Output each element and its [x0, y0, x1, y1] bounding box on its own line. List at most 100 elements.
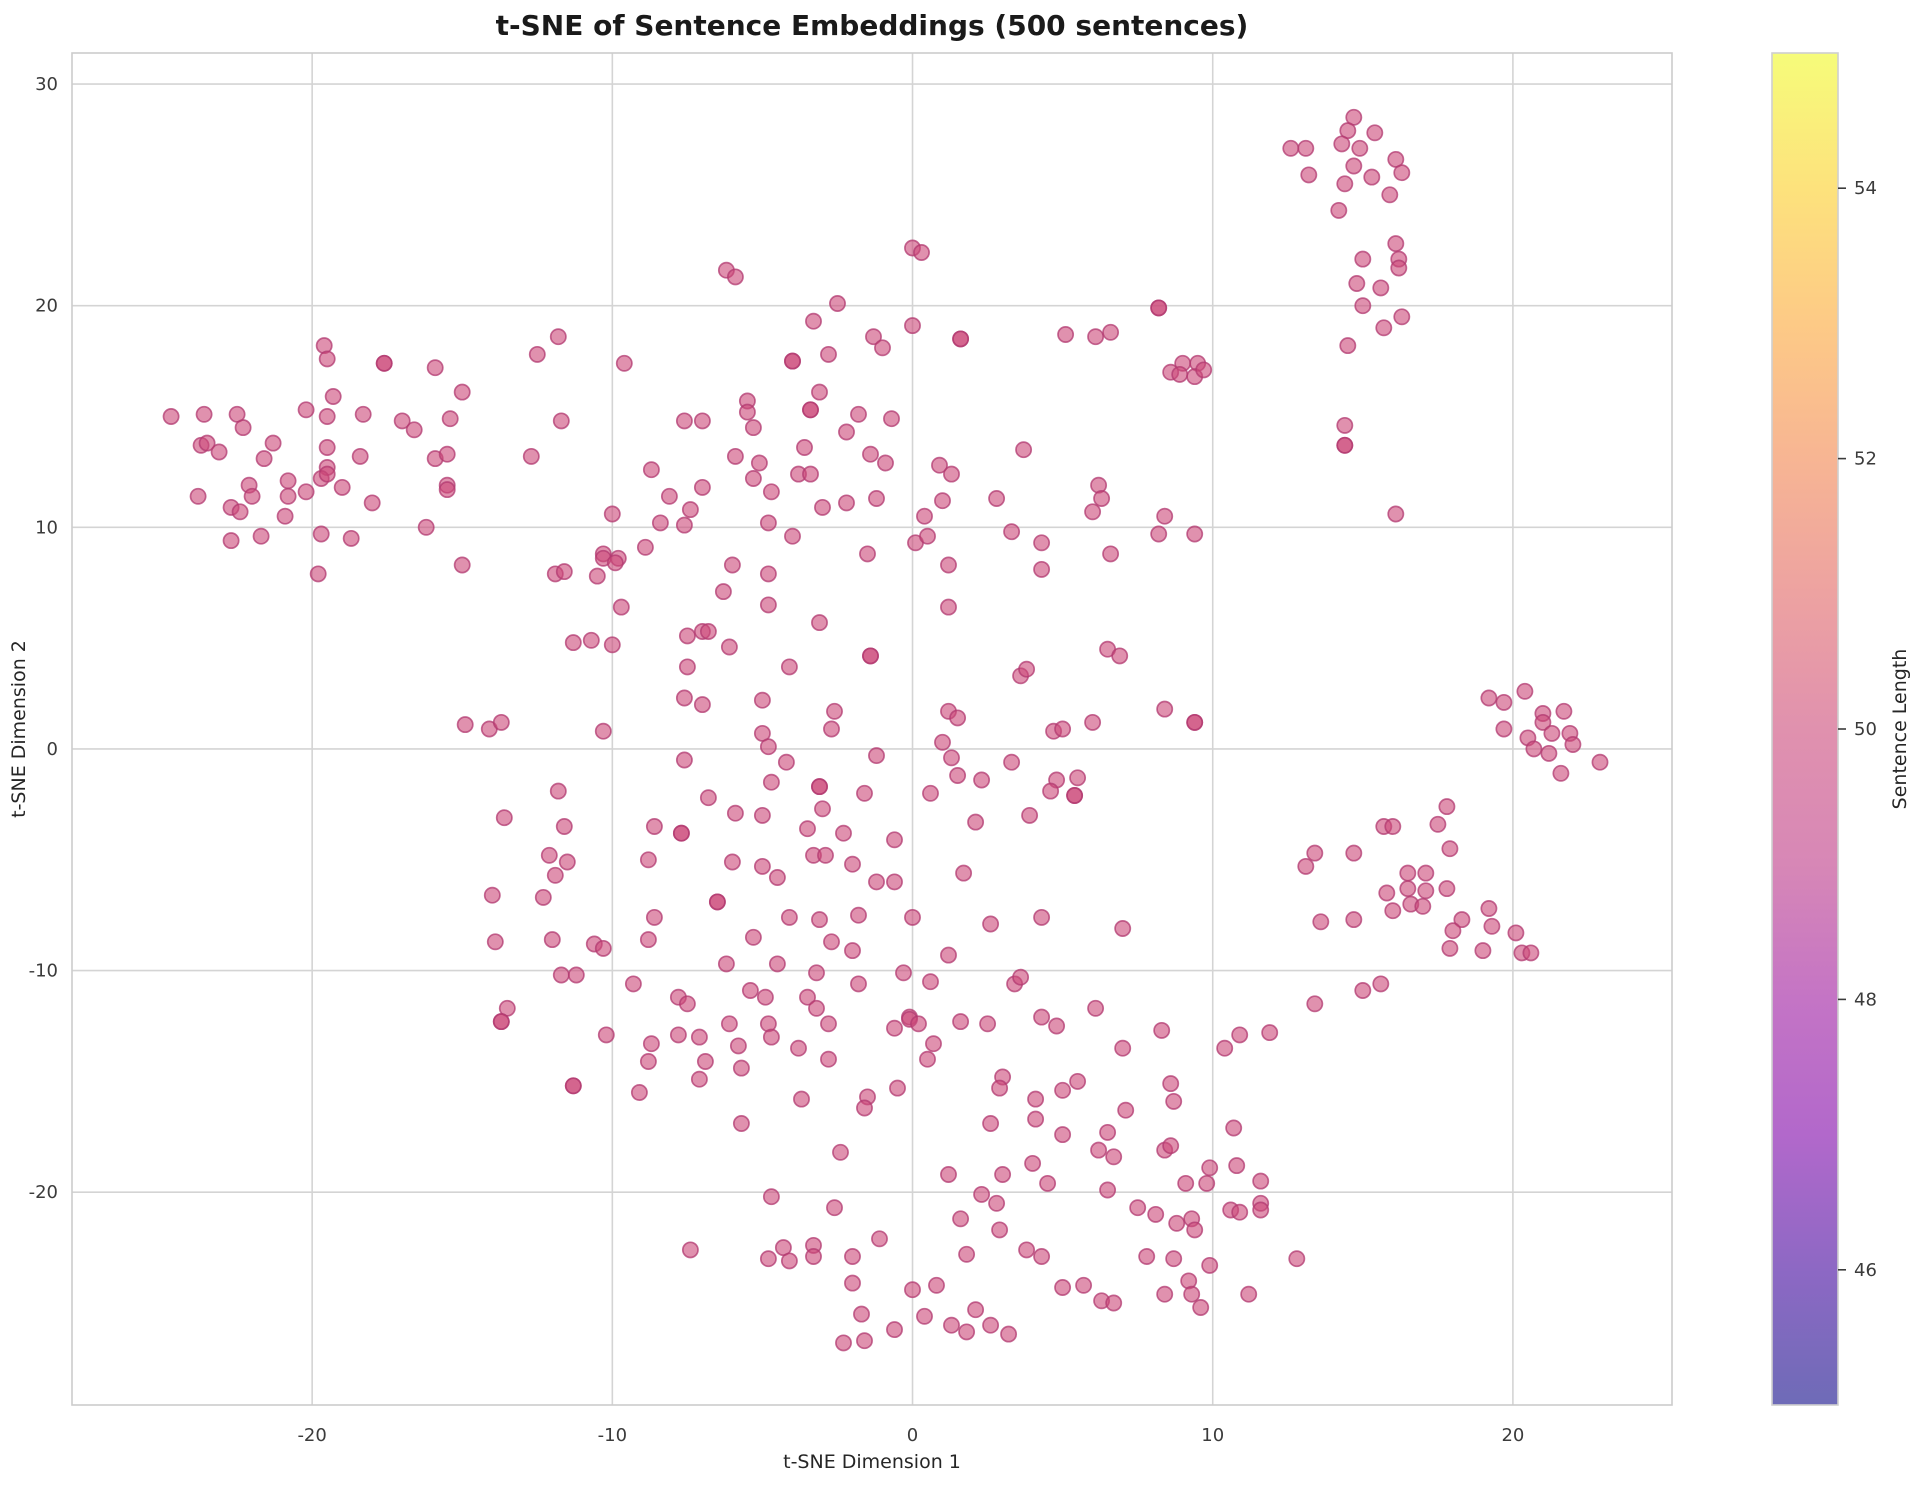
data-point — [495, 809, 513, 827]
data-point — [850, 975, 867, 993]
data-point — [210, 443, 228, 461]
data-point — [1093, 490, 1111, 507]
data-point — [1354, 982, 1372, 999]
data-point — [1393, 164, 1411, 182]
data-point — [886, 831, 903, 849]
data-point — [744, 470, 762, 487]
data-point — [874, 339, 891, 357]
data-point — [811, 383, 828, 401]
data-point — [952, 1210, 970, 1228]
data-point — [910, 1015, 927, 1033]
data-point — [943, 465, 960, 483]
data-point — [940, 598, 957, 616]
data-point — [799, 988, 816, 1006]
data-point — [1153, 1021, 1171, 1039]
data-point — [1441, 840, 1459, 858]
data-point — [1330, 201, 1348, 219]
data-point — [1378, 884, 1396, 902]
data-point — [925, 1035, 942, 1053]
data-point — [753, 691, 771, 709]
data-point — [552, 966, 570, 984]
data-point — [558, 853, 576, 871]
data-point — [814, 498, 831, 516]
data-point — [234, 419, 252, 437]
data-point — [252, 527, 270, 545]
data-point — [1354, 297, 1372, 315]
data-point — [1084, 503, 1102, 521]
data-point — [802, 401, 819, 419]
data-point — [678, 658, 696, 676]
data-point — [189, 487, 207, 505]
data-point — [811, 778, 828, 796]
x-tick--20: -20 — [297, 1425, 326, 1446]
data-point — [351, 447, 369, 465]
data-point — [264, 434, 282, 452]
data-point — [243, 487, 261, 505]
data-point — [1024, 1154, 1042, 1172]
data-point — [1054, 1126, 1072, 1144]
data-point — [549, 782, 567, 800]
data-point — [675, 516, 693, 534]
data-point — [886, 873, 903, 891]
data-point — [768, 955, 786, 973]
data-point — [838, 423, 855, 441]
data-point — [723, 556, 741, 574]
data-point — [624, 975, 642, 993]
data-point — [1441, 939, 1459, 957]
data-point — [952, 330, 970, 348]
data-point — [1105, 1148, 1123, 1166]
data-point — [790, 1039, 807, 1057]
data-point — [862, 647, 879, 665]
data-point — [255, 450, 273, 468]
data-point — [1129, 1199, 1147, 1217]
data-point — [342, 529, 360, 547]
data-point — [1345, 157, 1363, 175]
data-point — [729, 1037, 747, 1055]
data-point — [1000, 1325, 1018, 1343]
data-point — [1033, 534, 1051, 552]
data-point — [543, 931, 561, 949]
data-point — [973, 771, 991, 789]
data-point — [916, 507, 933, 525]
data-point — [660, 487, 678, 505]
data-point — [826, 1199, 843, 1217]
data-point — [720, 1015, 738, 1033]
data-point — [868, 873, 885, 891]
data-point — [982, 915, 1000, 933]
data-point — [949, 709, 967, 727]
data-point — [991, 1221, 1009, 1239]
data-point — [1171, 365, 1189, 383]
data-point — [1384, 902, 1402, 920]
data-point — [1522, 944, 1540, 962]
data-point — [1336, 175, 1354, 193]
data-point — [768, 869, 786, 886]
data-point — [1033, 1008, 1051, 1026]
x-tick--10: -10 — [598, 1425, 627, 1446]
data-point — [405, 421, 423, 439]
data-point — [318, 350, 336, 368]
data-point — [279, 487, 297, 505]
data-point — [309, 565, 327, 583]
data-point — [483, 886, 501, 904]
data-point — [1165, 1250, 1183, 1268]
data-point — [522, 447, 540, 465]
data-point — [780, 658, 798, 676]
data-point — [856, 1332, 873, 1350]
data-point — [1363, 168, 1381, 186]
data-point — [1156, 1285, 1174, 1303]
data-point — [844, 855, 861, 873]
data-point — [1240, 1285, 1258, 1303]
data-point — [594, 722, 612, 740]
data-point — [1288, 1250, 1306, 1268]
data-point — [922, 784, 939, 802]
data-point — [1438, 880, 1456, 898]
data-point — [1228, 1157, 1246, 1175]
data-point — [639, 1053, 657, 1070]
data-point — [738, 403, 756, 421]
data-point — [820, 1015, 837, 1033]
data-point — [675, 751, 693, 769]
data-point — [486, 933, 504, 951]
data-point — [1198, 1174, 1216, 1192]
data-point — [759, 738, 777, 756]
data-point — [967, 813, 985, 831]
